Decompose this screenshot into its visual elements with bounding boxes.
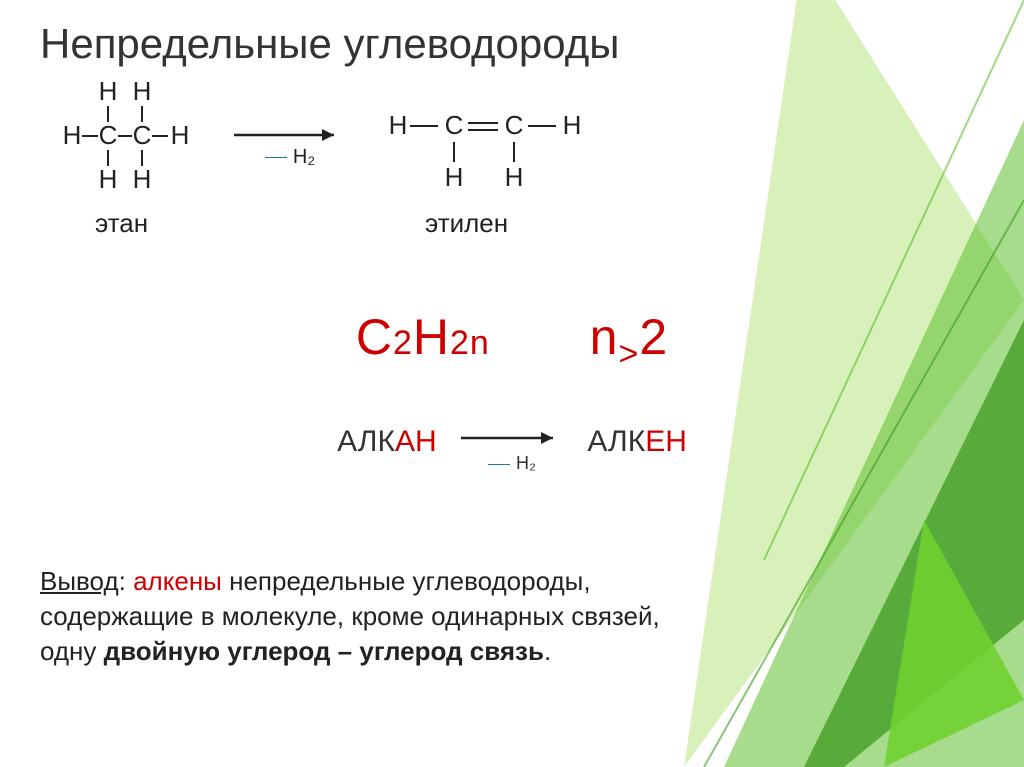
svg-text:H: H <box>99 78 118 106</box>
reaction-row: HH H C C H HH этан <box>40 78 984 288</box>
svg-text:H: H <box>505 162 524 192</box>
formula-csub: 2 <box>393 324 413 362</box>
svg-text:C: C <box>133 120 152 150</box>
class-arrow-sub-text: Н₂ <box>516 453 536 473</box>
svg-text:C: C <box>445 110 464 140</box>
arrow-sub-text: H₂ <box>293 146 315 168</box>
class-left: АЛКАН <box>337 425 437 459</box>
minus-tick <box>265 157 287 158</box>
class-left-red: АН <box>395 425 437 458</box>
formula-hsub: 2n <box>450 324 490 362</box>
reaction-arrow: H₂ <box>230 120 350 169</box>
svg-text:H: H <box>133 164 152 194</box>
svg-text:H: H <box>133 78 152 106</box>
conclusion-line3a: одну <box>40 636 104 666</box>
conclusion-line1: непредельные углеводороды, <box>222 566 591 596</box>
class-arrow-sub: Н₂ <box>488 453 536 474</box>
formula-c: C <box>356 309 393 365</box>
formula-gt: > <box>618 335 639 373</box>
conclusion-line3c: . <box>544 636 551 666</box>
svg-text:H: H <box>563 110 582 140</box>
reactant-ethane: HH H C C H HH <box>50 78 210 205</box>
conclusion: Вывод: алкены непредельные углеводороды,… <box>40 564 984 669</box>
class-minus-tick <box>488 464 510 465</box>
formula-val: 2 <box>639 309 668 365</box>
page-title: Непредельные углеводороды <box>40 20 984 68</box>
ethane-svg: HH H C C H HH <box>50 78 210 198</box>
ethylene-svg: H C C H H H <box>380 108 620 208</box>
class-right-black: АЛК <box>587 425 645 458</box>
class-reaction-row: АЛКАН Н₂ АЛКЕН <box>40 424 984 504</box>
conclusion-line3b: двойную углерод – углерод связь <box>104 636 544 666</box>
class-arrow: Н₂ <box>457 425 567 459</box>
product-ethylene: H C C H H H <box>380 108 620 215</box>
conclusion-label: Вывод <box>40 566 119 596</box>
svg-text:H: H <box>99 164 118 194</box>
class-right-red: ЕН <box>645 425 687 458</box>
reactant-label: этан <box>95 208 148 239</box>
arrow-sublabel: H₂ <box>265 146 315 169</box>
class-right: АЛКЕН <box>587 425 687 459</box>
svg-text:H: H <box>63 120 82 150</box>
product-label: этилен <box>425 208 508 239</box>
slide: Непредельные углеводороды HH H C C H <box>0 0 1024 767</box>
svg-text:H: H <box>445 162 464 192</box>
svg-text:C: C <box>99 120 118 150</box>
general-formula: C2H2n n>2 <box>40 308 984 374</box>
svg-text:C: C <box>505 110 524 140</box>
formula-h: H <box>413 309 450 365</box>
svg-text:H: H <box>389 110 408 140</box>
class-arrow-icon <box>457 425 567 451</box>
formula-n: n <box>590 309 619 365</box>
class-left-black: АЛК <box>337 425 395 458</box>
conclusion-redword: алкены <box>133 566 222 596</box>
svg-text:H: H <box>171 120 190 150</box>
conclusion-line2: содержащие в молекуле, кроме одинарных с… <box>40 601 660 631</box>
